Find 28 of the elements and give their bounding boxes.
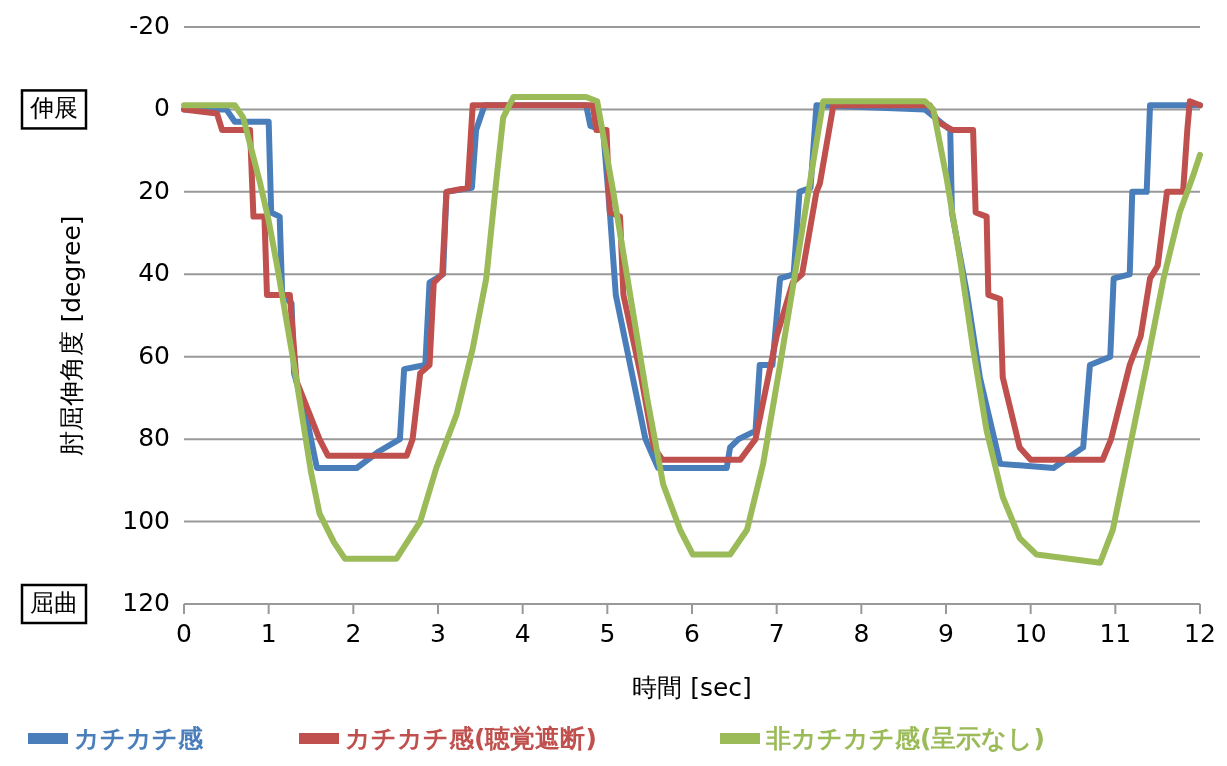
x-tick-label: 9 [938, 619, 954, 648]
text: 屈曲 [30, 589, 78, 617]
y-tick-label: -20 [129, 11, 170, 40]
x-tick-label: 1 [260, 619, 277, 648]
y-axis-title: 肘屈伸角度 [degree] [57, 215, 86, 456]
y-tick-label: 40 [138, 258, 170, 288]
legend-label: 非カチカチ感(呈示なし) [765, 724, 1045, 753]
x-tick-label: 5 [599, 619, 616, 648]
x-axis-title: 時間 [sec] [632, 673, 752, 702]
x-tick-label: 2 [345, 619, 362, 648]
legend-label: カチカチ感 [74, 724, 204, 753]
y-tick-label: 100 [122, 505, 170, 535]
y-tick-label: 0 [154, 93, 170, 123]
x-tick-label: 12 [1184, 619, 1216, 648]
x-tick-label: 10 [1014, 619, 1047, 648]
text: 伸展 [29, 94, 78, 123]
x-tick-label: 8 [853, 619, 870, 648]
x-tick-label: 11 [1099, 619, 1132, 648]
x-tick-label: 4 [514, 619, 531, 648]
legend-label: カチカチ感(聴覚遮断) [345, 724, 597, 753]
x-tick-label: 3 [430, 619, 446, 648]
x-tick-label: 6 [684, 619, 700, 648]
x-tick-label: 7 [768, 619, 785, 648]
x-tick-label: 0 [176, 619, 192, 648]
y-tick-label: 80 [138, 423, 170, 453]
y-tick-label: 60 [138, 340, 170, 370]
y-tick-label: 20 [138, 175, 170, 205]
y-tick-label: 120 [122, 588, 170, 617]
